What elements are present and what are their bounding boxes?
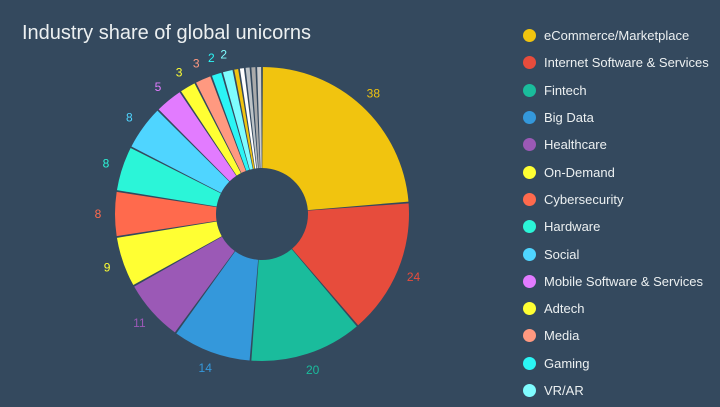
data-label-1: 38 [367, 87, 381, 101]
data-label-11: 3 [176, 66, 183, 80]
legend-swatch [523, 138, 536, 152]
legend-item[interactable]: On-Demand [523, 158, 709, 185]
legend-item[interactable]: Fintech [523, 77, 709, 104]
slice-19[interactable] [257, 67, 262, 169]
data-label-8: 8 [103, 156, 110, 170]
data-label-4: 14 [199, 361, 213, 375]
legend-swatch [523, 302, 536, 316]
legend: eCommerce/Marketplace Internet Software &… [523, 22, 709, 404]
legend-label: On-Demand [544, 164, 615, 180]
slice-15[interactable] [234, 68, 255, 169]
slice-4[interactable] [176, 251, 259, 361]
slice-17[interactable] [245, 67, 259, 169]
slice-7[interactable] [115, 191, 217, 237]
legend-label: Media [544, 328, 580, 344]
legend-swatch [523, 356, 536, 370]
data-label-10: 5 [155, 80, 162, 94]
legend-item[interactable]: Internet Software & Services [523, 49, 709, 76]
data-label-3: 20 [306, 363, 320, 377]
legend-label: Gaming [544, 355, 590, 371]
data-label-6: 9 [104, 261, 111, 275]
legend-swatch [523, 56, 536, 70]
slice-9[interactable] [131, 110, 230, 193]
slice-6[interactable] [116, 221, 222, 286]
legend-swatch [523, 220, 536, 234]
slice-10[interactable] [158, 92, 237, 182]
data-label-9: 8 [126, 111, 133, 125]
data-label-5: 11 [133, 316, 146, 330]
legend-item[interactable]: Big Data [523, 104, 709, 131]
legend-label: Cybersecurity [544, 191, 624, 207]
legend-swatch [523, 111, 536, 125]
data-label-2: 24 [407, 270, 421, 284]
legend-item[interactable]: Hardware [523, 213, 709, 240]
legend-swatch [523, 247, 536, 261]
legend-item[interactable]: Healthcare [523, 131, 709, 158]
legend-label: Healthcare [544, 137, 607, 153]
slice-1[interactable] [262, 67, 409, 211]
legend-item[interactable]: Social [523, 240, 709, 267]
data-label-7: 8 [95, 207, 102, 221]
chart-title: Industry share of global unicorns [22, 22, 312, 44]
data-label-12: 3 [193, 57, 200, 71]
legend-item[interactable]: Cybersecurity [523, 186, 709, 213]
legend-swatch [523, 329, 536, 343]
legend-item[interactable]: Adtech [523, 295, 709, 322]
legend-swatch [523, 83, 536, 97]
legend-item[interactable]: Gaming [523, 350, 709, 377]
slice-16[interactable] [239, 68, 257, 169]
slices-group [115, 67, 409, 361]
legend-label: Social [544, 246, 580, 262]
legend-item[interactable]: Media [523, 322, 709, 349]
legend-label: Fintech [544, 82, 587, 98]
legend-label: VR/AR [544, 383, 584, 398]
legend-swatch [523, 274, 536, 288]
legend-item[interactable]: VR/AR [523, 377, 709, 404]
legend-label: eCommerce/Marketplace [544, 28, 690, 44]
legend-item[interactable]: eCommerce/Marketplace [523, 22, 709, 49]
slice-11[interactable] [181, 83, 241, 176]
data-label-14: 2 [220, 48, 227, 62]
legend-label: Big Data [544, 110, 594, 126]
slice-3[interactable] [251, 249, 357, 361]
slice-12[interactable] [196, 76, 246, 173]
slice-5[interactable] [134, 236, 235, 333]
slice-8[interactable] [116, 148, 221, 207]
data-label-13: 2 [208, 51, 215, 65]
legend-item[interactable]: Mobile Software & Services [523, 268, 709, 295]
legend-label: Mobile Software & Services [544, 273, 703, 289]
legend-swatch [523, 192, 536, 206]
slice-2[interactable] [292, 203, 409, 326]
legend-swatch [523, 29, 536, 43]
slice-18[interactable] [251, 67, 260, 169]
legend-label: Internet Software & Services [544, 55, 709, 71]
legend-label: Hardware [544, 219, 601, 235]
legend-label: Adtech [544, 301, 585, 317]
legend-swatch [523, 165, 536, 179]
slice-13[interactable] [211, 72, 250, 171]
slice-14[interactable] [222, 69, 253, 170]
legend-swatch [523, 384, 536, 397]
